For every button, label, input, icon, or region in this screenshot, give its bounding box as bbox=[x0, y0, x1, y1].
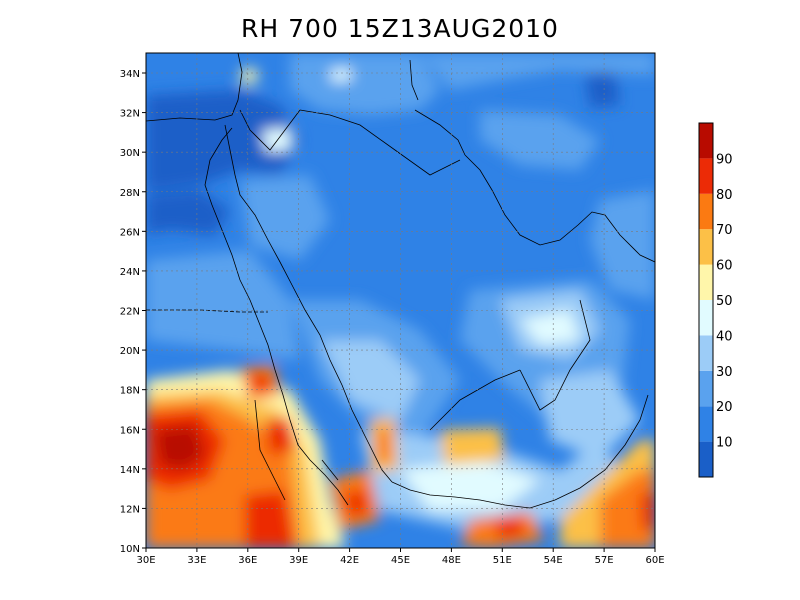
lat-tick-label: 24N bbox=[120, 267, 140, 278]
colorbar-label: 20 bbox=[716, 400, 733, 415]
lon-tick-label: 39E bbox=[289, 555, 308, 566]
colorbar-label: 10 bbox=[716, 436, 733, 451]
colorbar-label: 80 bbox=[716, 188, 733, 203]
colorbar-swatch bbox=[699, 300, 713, 336]
border bbox=[146, 309, 268, 313]
rh-field bbox=[146, 53, 655, 548]
lat-tick-label: 34N bbox=[120, 69, 140, 80]
lat-tick-label: 18N bbox=[120, 386, 140, 397]
rh-fill-40-50 bbox=[540, 370, 640, 460]
colorbar-label: 70 bbox=[716, 223, 733, 238]
lon-tick-label: 30E bbox=[136, 555, 155, 566]
colorbar-swatch bbox=[699, 441, 713, 477]
lon-tick-label: 42E bbox=[340, 555, 359, 566]
lat-tick-label: 22N bbox=[120, 307, 140, 318]
coastline bbox=[409, 59, 419, 101]
rh-fill-30-40 bbox=[290, 53, 440, 115]
rh-fill-90-100 bbox=[495, 518, 525, 538]
lat-tick-label: 32N bbox=[120, 109, 140, 120]
rh-fill-90-100 bbox=[155, 425, 205, 470]
rh-fill-30-40 bbox=[420, 53, 655, 90]
rh-fill-10-20 bbox=[585, 70, 620, 108]
colorbar-swatch bbox=[699, 158, 713, 194]
lon-tick-label: 51E bbox=[493, 555, 512, 566]
colorbar: 10 20 30 40 50 60 70 80 90 bbox=[698, 122, 733, 478]
colorbar-swatch bbox=[699, 229, 713, 265]
rh-fill-50-60 bbox=[520, 310, 580, 345]
border bbox=[254, 399, 286, 501]
border bbox=[519, 299, 591, 411]
map-outlines bbox=[146, 53, 655, 509]
rh-fill-90-100 bbox=[345, 490, 368, 516]
rh-fill-80-90 bbox=[600, 470, 655, 548]
lat-tick-label: 12N bbox=[120, 504, 140, 515]
rh-fill-50-60 bbox=[400, 460, 540, 510]
rh-fill-30-40 bbox=[240, 175, 330, 260]
border bbox=[299, 109, 461, 176]
rh-fill-10-20 bbox=[146, 90, 300, 190]
lat-tick-label: 26N bbox=[120, 227, 140, 238]
rh-fill-70-80 bbox=[440, 428, 505, 465]
lon-tick-label: 48E bbox=[442, 555, 461, 566]
colorbar-frame bbox=[698, 122, 714, 478]
lon-tick-label: 45E bbox=[391, 555, 410, 566]
rh-fill-60-70 bbox=[240, 68, 258, 84]
colorbar-label: 40 bbox=[716, 329, 733, 344]
coastline bbox=[204, 127, 349, 506]
lat-axis: 34N 32N 30N 28N 26N 24N 22N 20N 18N 16N 14N 12N 10N bbox=[120, 69, 146, 555]
coastline bbox=[464, 154, 655, 263]
lon-tick-label: 57E bbox=[595, 555, 614, 566]
lat-tick-label: 20N bbox=[120, 346, 140, 357]
rh-fill-40-50 bbox=[320, 340, 420, 420]
colorbar-swatch bbox=[699, 123, 713, 159]
lon-tick-label: 54E bbox=[544, 555, 563, 566]
coastline bbox=[321, 459, 339, 481]
rh-fill-90-100 bbox=[250, 374, 270, 392]
border bbox=[429, 369, 521, 431]
lon-tick-label: 33E bbox=[187, 555, 206, 566]
rh-fill-30-40 bbox=[146, 250, 300, 360]
rh-fill-10-20 bbox=[146, 190, 230, 235]
colorbar-swatch bbox=[699, 193, 713, 230]
lat-tick-label: 10N bbox=[120, 544, 140, 555]
lon-tick-label: 60E bbox=[645, 555, 664, 566]
lat-tick-label: 28N bbox=[120, 188, 140, 199]
border bbox=[239, 109, 301, 151]
coastline bbox=[146, 53, 243, 122]
colorbar-label: 50 bbox=[716, 294, 733, 309]
lat-tick-label: 14N bbox=[120, 465, 140, 476]
lon-axis: 30E 33E 36E 39E 42E 45E 48E 51E 54E 57E 60E bbox=[136, 548, 665, 566]
rh-fill-90-100 bbox=[640, 490, 655, 530]
colorbar-label: 90 bbox=[716, 152, 733, 167]
rh-fill-80-90 bbox=[376, 428, 392, 463]
colorbar-swatch bbox=[699, 406, 713, 442]
colorbar-label: 60 bbox=[716, 259, 733, 274]
lon-tick-label: 36E bbox=[238, 555, 257, 566]
lat-tick-label: 30N bbox=[120, 148, 140, 159]
coastline bbox=[391, 394, 649, 509]
coastline bbox=[224, 124, 393, 483]
colorbar-swatch bbox=[699, 335, 713, 371]
coastline bbox=[414, 109, 466, 156]
rh-fill-90-100 bbox=[245, 490, 295, 548]
rh-fill-30-40 bbox=[590, 190, 655, 300]
colorbar-swatch bbox=[699, 370, 713, 407]
colorbar-label: 30 bbox=[716, 365, 733, 380]
lat-tick-label: 16N bbox=[120, 425, 140, 436]
rh-fill-50-60 bbox=[330, 68, 352, 82]
map-title: RH 700 15Z13AUG2010 bbox=[241, 14, 559, 43]
rh-fill-90-100 bbox=[265, 418, 295, 455]
rh-fill-30-40 bbox=[480, 110, 600, 170]
colorbar-swatch bbox=[699, 264, 713, 300]
